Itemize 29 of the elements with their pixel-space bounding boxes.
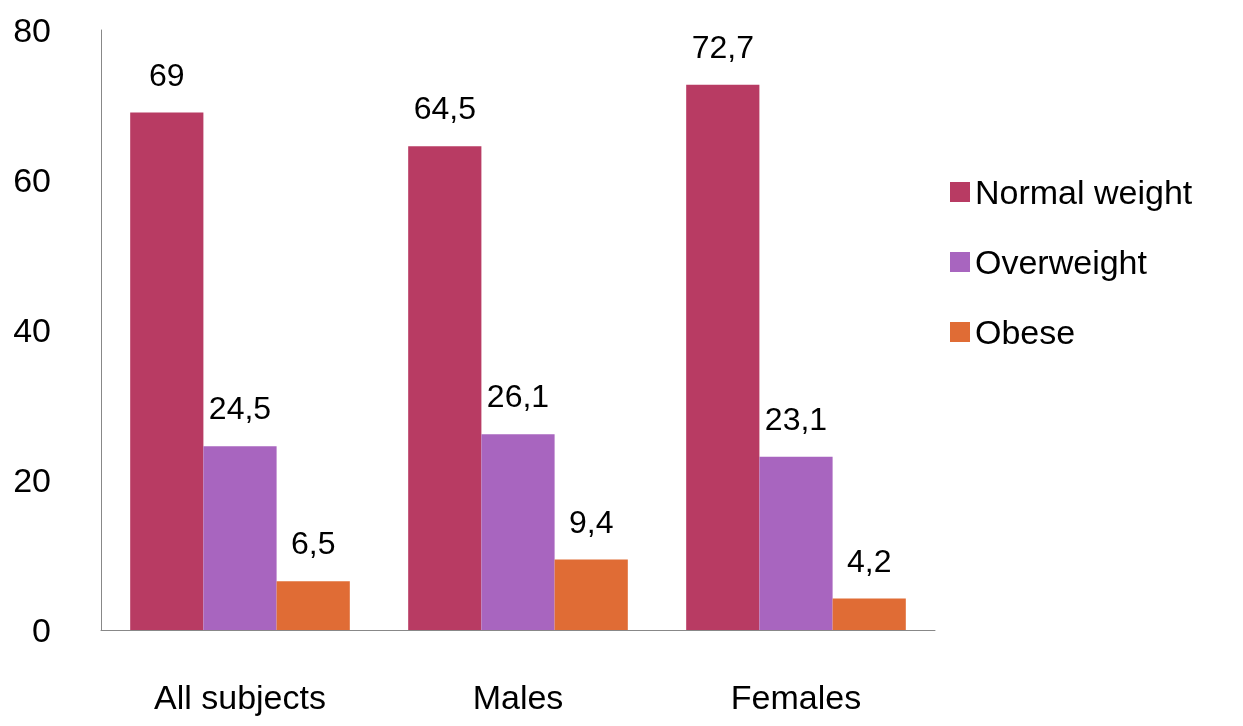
data-label: 4,2	[846, 542, 892, 579]
data-label: 64,5	[413, 90, 476, 127]
data-label: 9,4	[568, 503, 614, 540]
bar	[554, 559, 628, 630]
y-tick-label: 20	[13, 461, 51, 499]
legend-label: Normal weight	[975, 173, 1193, 211]
data-label: 26,1	[486, 378, 550, 415]
bar	[759, 456, 833, 630]
y-tick-label: 40	[13, 311, 51, 349]
x-tick-label: All subjects	[154, 678, 326, 716]
bar	[203, 446, 277, 630]
data-label: 6,5	[290, 525, 336, 562]
legend-label: Obese	[975, 313, 1076, 351]
data-label: 24,5	[208, 390, 272, 427]
data-label: 23,1	[764, 400, 828, 437]
bar	[276, 581, 350, 630]
bar	[832, 598, 906, 630]
legend-label: Overweight	[975, 243, 1148, 281]
x-tick-label: Males	[472, 678, 564, 716]
y-tick-label: 80	[13, 11, 51, 49]
data-label: 69	[149, 56, 185, 93]
bar	[481, 434, 555, 630]
y-tick-label: 0	[32, 611, 51, 649]
y-tick-label: 60	[13, 161, 51, 199]
data-label: 72,7	[691, 28, 754, 65]
bar	[686, 84, 760, 630]
x-tick-label: Females	[730, 678, 862, 716]
bar	[130, 112, 204, 630]
bar	[408, 146, 482, 630]
